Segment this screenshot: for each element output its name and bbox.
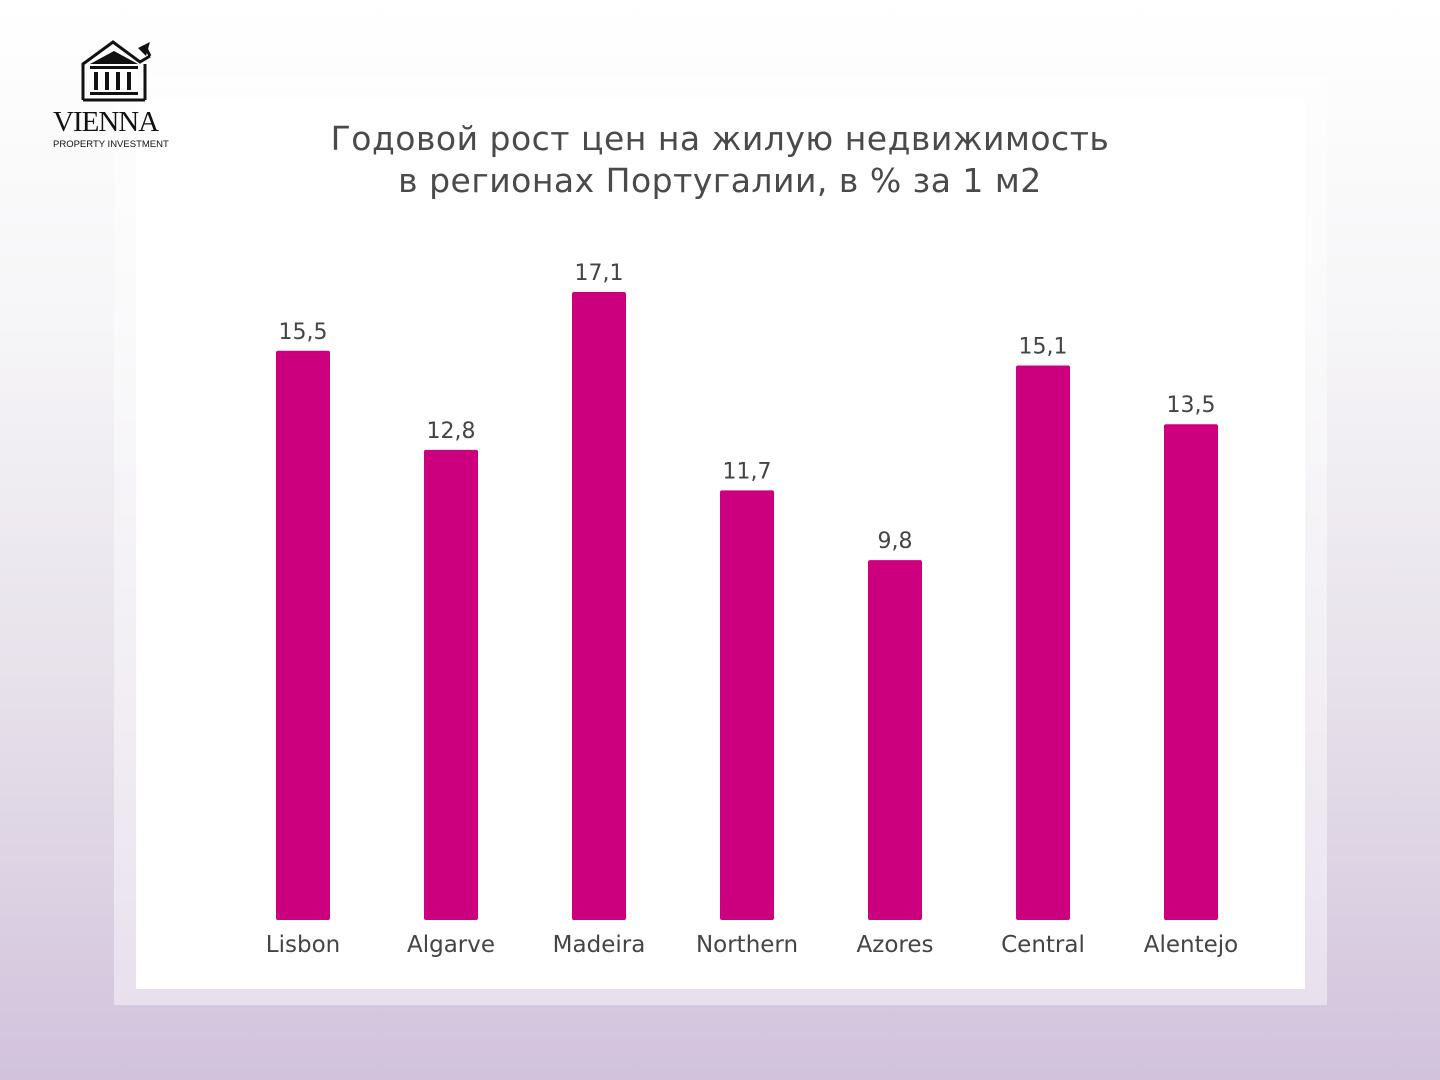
bar-lisbon bbox=[276, 350, 330, 920]
category-label-lisbon: Lisbon bbox=[266, 932, 340, 958]
bar-central bbox=[1016, 365, 1070, 920]
bar-northern bbox=[720, 490, 774, 920]
chart-title-line-1: Годовой рост цен на жилую недвижимость bbox=[330, 119, 1110, 158]
chart-title-line-2: в регионах Португалии, в % за 1 м2 bbox=[398, 161, 1042, 200]
category-label-alentejo: Alentejo bbox=[1144, 932, 1238, 958]
bar-azores bbox=[868, 560, 922, 920]
bar-algarve bbox=[424, 449, 478, 920]
logo-name: VIENNA bbox=[53, 106, 159, 138]
logo-subtitle: PROPERTY INVESTMENT bbox=[53, 139, 169, 150]
logo-building-icon bbox=[81, 40, 152, 102]
value-label-lisbon: 15,5 bbox=[279, 320, 328, 345]
category-label-madeira: Madeira bbox=[553, 932, 646, 958]
bar-alentejo bbox=[1164, 424, 1218, 920]
value-label-madeira: 17,1 bbox=[575, 261, 624, 286]
value-label-central: 15,1 bbox=[1019, 334, 1068, 359]
value-label-azores: 9,8 bbox=[878, 529, 913, 554]
category-label-algarve: Algarve bbox=[407, 932, 495, 958]
value-label-algarve: 12,8 bbox=[427, 419, 476, 444]
category-label-northern: Northern bbox=[696, 932, 798, 958]
category-label-central: Central bbox=[1001, 932, 1085, 958]
value-label-alentejo: 13,5 bbox=[1167, 393, 1216, 418]
bar-madeira bbox=[572, 292, 626, 920]
value-label-northern: 11,7 bbox=[723, 459, 772, 484]
category-label-azores: Azores bbox=[857, 932, 934, 958]
chart-title: Годовой рост цен на жилую недвижимость в… bbox=[0, 118, 1440, 202]
